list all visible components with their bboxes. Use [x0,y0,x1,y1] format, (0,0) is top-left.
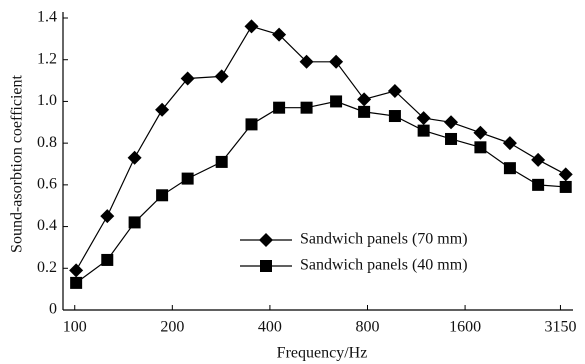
diamond-marker [444,115,459,130]
square-marker [559,180,572,193]
y-tick-label: 0.2 [37,259,57,276]
diamond-marker [155,102,170,117]
x-tick-label: 200 [160,319,184,336]
diamond-marker [100,209,115,224]
diamond-marker [387,84,402,98]
diamond-marker [416,111,431,126]
y-tick-label: 1.4 [37,9,57,26]
diamond-marker [299,54,314,69]
square-marker [215,155,228,168]
diamond-marker [127,150,142,165]
square-marker [417,124,430,137]
square-marker [330,95,343,108]
diamond-marker [473,125,488,140]
diamond-marker [69,263,84,278]
x-axis-label: Frequency/Hz [277,345,368,362]
square-marker [388,110,401,123]
square-marker [503,162,516,175]
x-tick-label: 100 [63,319,87,336]
y-tick-label: 0.6 [37,176,57,193]
square-marker [128,216,141,229]
legend-label: Sandwich panels (70 mm) [300,231,468,248]
square-marker [101,253,114,266]
square-marker [300,101,313,114]
x-tick-label: 3150 [544,319,576,336]
y-tick-label: 0.4 [37,217,57,234]
legend-label: Sandwich panels (40 mm) [300,257,468,274]
square-marker [532,178,545,191]
diamond-marker [531,152,546,167]
square-marker [445,132,458,145]
square-marker [156,189,169,202]
y-tick-label: 1.0 [37,92,57,109]
diamond-marker [180,71,195,86]
x-tick-label: 400 [258,319,282,336]
square-marker [273,101,286,114]
diamond-marker [272,27,287,42]
legend-marker [260,260,272,272]
x-tick-label: 800 [355,319,379,336]
square-marker [358,105,371,118]
diamond-marker [244,19,259,34]
y-tick-label: 0.8 [37,134,57,151]
square-marker [181,172,194,185]
diamond-marker [558,167,573,182]
diamond-marker [329,54,344,69]
y-axis-label: Sound-asorbtion coefficient [9,75,26,253]
square-marker [245,118,258,131]
diamond-marker [357,92,372,107]
square-marker [70,276,83,289]
diamond-marker [502,136,517,151]
x-tick-label: 1600 [449,319,481,336]
series-line [75,100,566,284]
y-tick-label: 1.2 [37,50,57,67]
square-marker [474,141,487,154]
diamond-marker [214,69,229,84]
y-tick-label: 0 [49,301,57,318]
legend-marker [259,233,273,247]
